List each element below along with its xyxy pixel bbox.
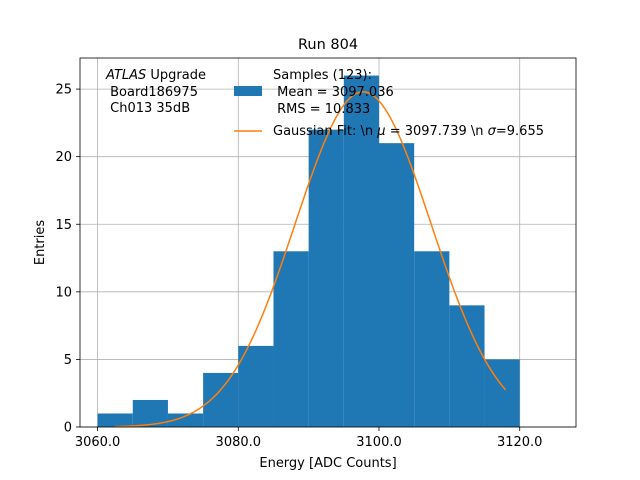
- legend-histogram-line-1: Samples (123):: [273, 68, 372, 83]
- atlas-annotation: ATLAS Upgrade Board186975 Ch013 35dB: [105, 68, 206, 116]
- histogram-bar: [238, 345, 274, 427]
- x-axis-label: Energy [ADC Counts]: [259, 456, 396, 471]
- x-tick-label: 3100.0: [356, 435, 402, 450]
- plot-frame: [79, 57, 577, 428]
- histogram-bar: [449, 305, 485, 427]
- histogram-bar: [203, 372, 239, 427]
- histogram-bar: [273, 251, 309, 427]
- y-axis-label: Entries: [33, 220, 48, 266]
- legend-histogram-swatch: [234, 86, 262, 96]
- chart-title: Run 804: [298, 37, 358, 53]
- y-tick-label: 20: [55, 150, 72, 165]
- legend-fit-sigma-value: =9.655: [496, 124, 544, 139]
- legend-fit-prefix: Gaussian Fit: \n: [273, 124, 377, 139]
- legend-fit-mu-symbol: μ: [376, 124, 385, 139]
- histogram-bar: [167, 413, 204, 427]
- legend-histogram-line-2: Mean = 3097.036: [273, 85, 394, 100]
- histogram-bar: [379, 143, 415, 427]
- histogram-bar: [308, 129, 344, 427]
- y-tick-label: 0: [64, 421, 72, 436]
- histogram-bar: [484, 359, 520, 427]
- histogram-bar: [343, 75, 380, 428]
- annotation-line-2: Board186975: [106, 85, 198, 100]
- y-tick-label: 15: [55, 218, 72, 233]
- x-axis-ticks: 3060.0 3080.0 3100.0 3120.0: [75, 427, 543, 450]
- legend-fit-mu-value: = 3097.739 \n: [386, 124, 488, 139]
- legend: Samples (123): Mean = 3097.036 RMS = 10.…: [234, 68, 544, 139]
- histogram-bar: [97, 413, 133, 427]
- y-tick-label: 25: [55, 83, 72, 98]
- annotation-atlas: ATLAS: [105, 68, 146, 83]
- annotation-line-3: Ch013 35dB: [106, 101, 190, 116]
- x-tick-label: 3120.0: [497, 435, 543, 450]
- gaussian-fit-line: [115, 91, 507, 428]
- legend-fit-label: Gaussian Fit: \n μ = 3097.739 \n σ=9.655: [273, 124, 544, 139]
- annotation-upgrade: Upgrade: [146, 68, 206, 83]
- y-tick-label: 5: [64, 353, 72, 368]
- y-tick-label: 10: [55, 285, 72, 300]
- legend-fit-sigma-symbol: σ: [488, 124, 497, 139]
- x-tick-label: 3080.0: [216, 435, 262, 450]
- histogram-bar: [414, 251, 450, 427]
- x-tick-label: 3060.0: [75, 435, 121, 450]
- y-axis-ticks: 0 5 10 15 20 25: [55, 83, 80, 436]
- annotation-line-1: ATLAS Upgrade: [105, 68, 206, 83]
- legend-histogram-line-3: RMS = 10.833: [273, 102, 370, 117]
- histogram-bars: [97, 75, 520, 428]
